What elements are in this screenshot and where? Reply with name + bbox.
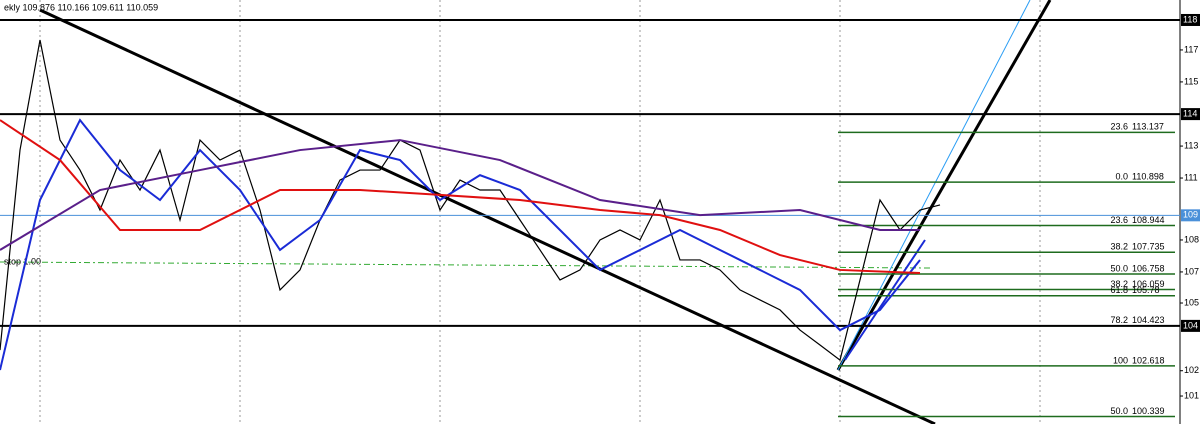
fib-price: 104.423 [1132, 315, 1165, 325]
fib-price: 102.618 [1132, 355, 1165, 365]
fib-price: 106.059 [1132, 279, 1165, 289]
fib-price: 106.758 [1132, 263, 1165, 273]
level-box [1181, 13, 1200, 26]
fib-level: 38.2 [1110, 279, 1128, 289]
y-tick-label: 115 [1184, 76, 1198, 86]
fib-price: 100.339 [1132, 406, 1165, 416]
fib-level: 78.2 [1110, 315, 1128, 325]
y-tick-label: 117 [1184, 44, 1198, 54]
level-label: 114 [1183, 108, 1197, 118]
level-label: 104 [1183, 320, 1198, 330]
series-line [0, 119, 921, 275]
series-line [0, 118, 921, 371]
series-line [0, 39, 941, 362]
fib-price: 113.137 [1132, 122, 1164, 132]
fib-level: 23.6 [1110, 215, 1128, 225]
y-tick-label: 101 [1184, 390, 1199, 400]
level-label: 109 [1183, 210, 1198, 220]
fib-price: 107.735 [1132, 242, 1165, 252]
series-line [0, 139, 920, 251]
fib-level: 100 [1113, 355, 1128, 365]
fib-level: 0.0 [1115, 171, 1128, 181]
trend-line [836, 0, 1052, 371]
chart-title: ekly 109.876 110.166 109.611 110.059 [4, 2, 158, 12]
fib-level: 23.6 [1110, 122, 1128, 132]
fib-price: 105.78 [1132, 285, 1160, 295]
fib-level: 38.2 [1110, 242, 1128, 252]
stop-line [0, 261, 931, 269]
level-label: 118 [1183, 14, 1197, 24]
y-tick-label: 102 [1184, 365, 1199, 375]
level-box [1181, 108, 1200, 121]
y-tick-label: 108 [1184, 234, 1199, 244]
fib-price: 108.944 [1132, 215, 1165, 225]
y-tick-label: 107 [1184, 266, 1199, 276]
fib-price: 110.898 [1132, 171, 1164, 181]
fib-level: 50.0 [1110, 406, 1128, 416]
level-box [1181, 319, 1200, 332]
annotation: stop 1.00 [4, 256, 41, 266]
trend-line [39, 8, 936, 424]
fib-level: 50.0 [1110, 263, 1128, 273]
vertical-grid [39, 0, 1041, 424]
y-tick-label: 111 [1184, 172, 1198, 182]
channel-line [844, 239, 926, 361]
level-box [1181, 209, 1200, 222]
y-tick-label: 105 [1184, 297, 1199, 307]
y-tick-label: 113 [1184, 140, 1198, 150]
trend-line [837, 0, 1031, 371]
fib-level: 61.8 [1110, 285, 1128, 295]
